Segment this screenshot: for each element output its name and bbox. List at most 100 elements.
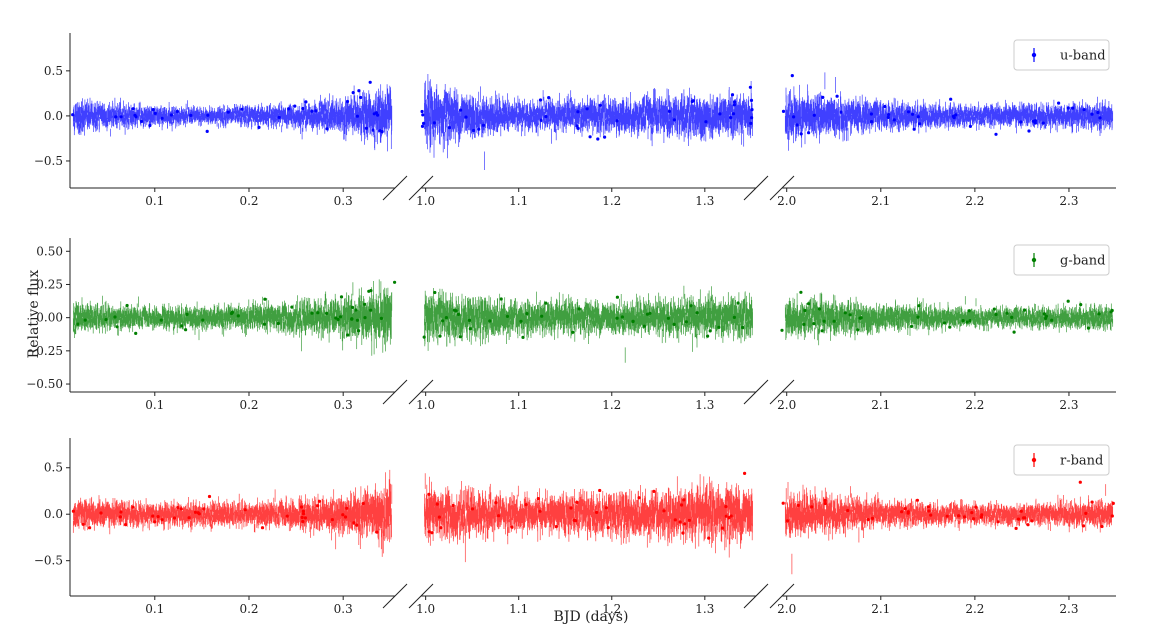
data-point: [822, 319, 826, 323]
data-point: [172, 516, 177, 520]
axis-break-mark: [382, 175, 408, 201]
data-point: [361, 501, 365, 506]
data-point: [741, 325, 745, 330]
data-point: [179, 507, 183, 511]
x-tick-label: 0.2: [239, 194, 258, 208]
data-point: [125, 303, 129, 308]
data-point: [205, 129, 209, 133]
data-point: [525, 312, 529, 316]
x-tick-label: 0.2: [239, 602, 258, 616]
data-point: [119, 115, 123, 119]
data-point: [444, 316, 448, 320]
data-point: [681, 531, 685, 535]
data-point: [595, 510, 599, 514]
data-point: [156, 515, 160, 519]
data-point: [678, 520, 682, 524]
data-point: [317, 499, 322, 503]
data-point: [316, 504, 320, 508]
data-point: [1084, 511, 1088, 515]
data-point: [870, 516, 875, 521]
y-tick-label: −0.5: [34, 554, 63, 568]
data-point: [420, 109, 424, 114]
data-point: [316, 311, 320, 315]
data-point: [792, 115, 796, 119]
data-point: [598, 103, 603, 107]
data-errorbars: [784, 482, 1114, 575]
data-point: [945, 514, 949, 518]
data-point: [153, 111, 157, 115]
data-point: [148, 123, 152, 128]
y-tick-label: 0.5: [44, 64, 63, 78]
data-point: [689, 304, 693, 308]
axis-break-mark: [743, 379, 769, 405]
data-point: [131, 505, 135, 509]
x-tick-label: 2.2: [965, 602, 984, 616]
series-u-band-segment-3: [781, 72, 1114, 151]
data-point: [334, 316, 338, 320]
data-point: [724, 514, 728, 518]
y-tick-label: 0.50: [36, 244, 63, 258]
data-errorbars: [72, 469, 393, 557]
data-point: [730, 93, 735, 97]
data-point: [160, 116, 164, 120]
data-point: [427, 492, 431, 496]
data-point: [470, 507, 475, 511]
data-point: [330, 518, 334, 522]
data-errorbars: [784, 72, 1114, 151]
legend-marker-icon: [1031, 52, 1037, 58]
data-point: [684, 320, 689, 324]
data-point: [795, 123, 799, 127]
x-tick-label: 1.1: [509, 602, 528, 616]
data-point: [887, 113, 891, 117]
y-tick-label: −0.5: [34, 154, 63, 168]
data-point: [310, 109, 314, 113]
data-point: [160, 518, 164, 522]
data-point: [1078, 480, 1082, 484]
data-errorbars: [72, 279, 393, 356]
data-point: [185, 312, 189, 316]
data-point: [364, 126, 369, 130]
data-point: [949, 97, 953, 101]
data-point: [1044, 316, 1048, 320]
data-point: [957, 514, 961, 518]
data-point: [554, 525, 558, 529]
data-point: [430, 531, 434, 535]
data-point: [301, 509, 305, 513]
data-point: [780, 328, 784, 332]
axis-break-mark: [408, 583, 434, 609]
x-tick-label: 1.2: [602, 602, 621, 616]
data-point: [505, 314, 510, 318]
data-point: [350, 317, 354, 321]
data-errorbars: [72, 84, 393, 152]
data-point: [1097, 312, 1101, 316]
data-point: [99, 511, 103, 515]
axis-break-mark: [408, 175, 434, 201]
data-point: [615, 316, 619, 320]
data-point: [1012, 330, 1016, 334]
data-point: [821, 95, 825, 99]
data-point: [276, 321, 280, 326]
data-point: [432, 121, 436, 125]
data-point: [104, 318, 108, 322]
data-point: [422, 335, 426, 339]
data-point: [263, 297, 267, 301]
data-point: [435, 502, 439, 506]
x-tick-label: 1.1: [509, 398, 528, 412]
data-point: [438, 334, 442, 338]
data-point: [691, 99, 695, 103]
data-point: [437, 515, 441, 519]
data-point: [538, 509, 542, 513]
data-point: [229, 311, 234, 316]
panel-g-band: −0.50 −0.25 0.00 0.25 0.50 0.1 0.2 0.3 1.0 1.1 1.2…: [26, 238, 1116, 412]
data-point: [807, 302, 811, 306]
x-tick-label: 2.3: [1059, 194, 1078, 208]
series-g-band-segment-1: [72, 279, 397, 356]
x-tick-label: 0.3: [334, 398, 353, 412]
data-point: [732, 315, 737, 319]
series-g-band-segment-3: [780, 290, 1114, 346]
data-point: [547, 96, 551, 100]
data-point: [749, 98, 754, 102]
data-point: [301, 512, 306, 516]
data-point: [355, 114, 359, 118]
